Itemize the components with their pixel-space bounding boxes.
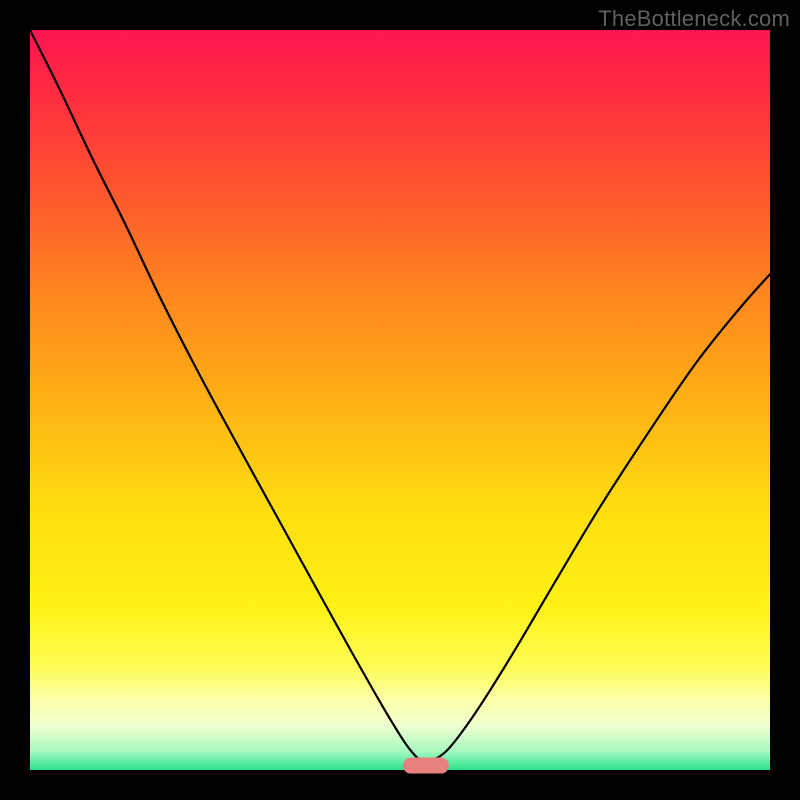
chart-container: TheBottleneck.com (0, 0, 800, 800)
watermark-text: TheBottleneck.com (598, 6, 790, 32)
optimal-marker (403, 758, 449, 774)
bottleneck-chart (0, 0, 800, 800)
plot-background-gradient (30, 30, 770, 770)
